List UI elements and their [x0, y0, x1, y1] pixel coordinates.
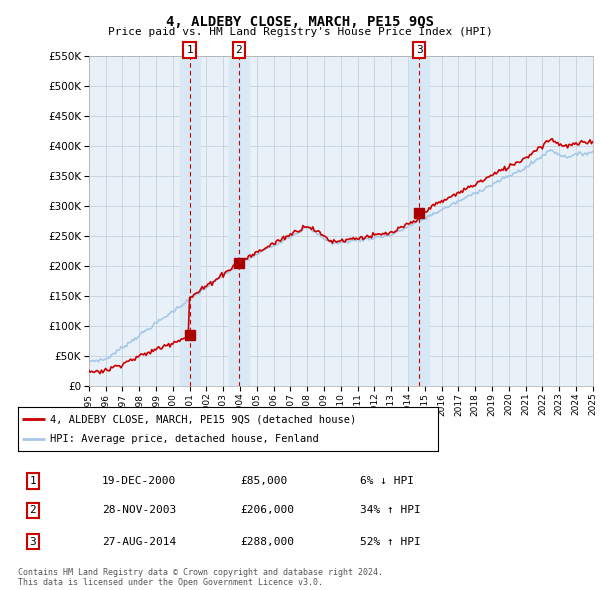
Text: 19-DEC-2000: 19-DEC-2000: [102, 476, 176, 486]
Bar: [179, 56, 200, 386]
Text: 2: 2: [235, 45, 242, 55]
Bar: [229, 56, 249, 386]
Text: 1: 1: [186, 45, 193, 55]
Text: £85,000: £85,000: [240, 476, 287, 486]
Text: 4, ALDEBY CLOSE, MARCH, PE15 9QS: 4, ALDEBY CLOSE, MARCH, PE15 9QS: [166, 15, 434, 29]
Text: HPI: Average price, detached house, Fenland: HPI: Average price, detached house, Fenl…: [49, 434, 318, 444]
Text: 34% ↑ HPI: 34% ↑ HPI: [360, 506, 421, 515]
Text: 6% ↓ HPI: 6% ↓ HPI: [360, 476, 414, 486]
Text: £288,000: £288,000: [240, 537, 294, 546]
Text: 4, ALDEBY CLOSE, MARCH, PE15 9QS (detached house): 4, ALDEBY CLOSE, MARCH, PE15 9QS (detach…: [49, 414, 356, 424]
Text: 27-AUG-2014: 27-AUG-2014: [102, 537, 176, 546]
Text: £206,000: £206,000: [240, 506, 294, 515]
Text: Contains HM Land Registry data © Crown copyright and database right 2024.
This d: Contains HM Land Registry data © Crown c…: [18, 568, 383, 587]
Text: 3: 3: [29, 537, 37, 546]
Text: 3: 3: [416, 45, 422, 55]
Text: 28-NOV-2003: 28-NOV-2003: [102, 506, 176, 515]
Text: Price paid vs. HM Land Registry's House Price Index (HPI): Price paid vs. HM Land Registry's House …: [107, 27, 493, 37]
Text: 2: 2: [29, 506, 37, 515]
Bar: [409, 56, 430, 386]
Text: 52% ↑ HPI: 52% ↑ HPI: [360, 537, 421, 546]
Text: 1: 1: [29, 476, 37, 486]
